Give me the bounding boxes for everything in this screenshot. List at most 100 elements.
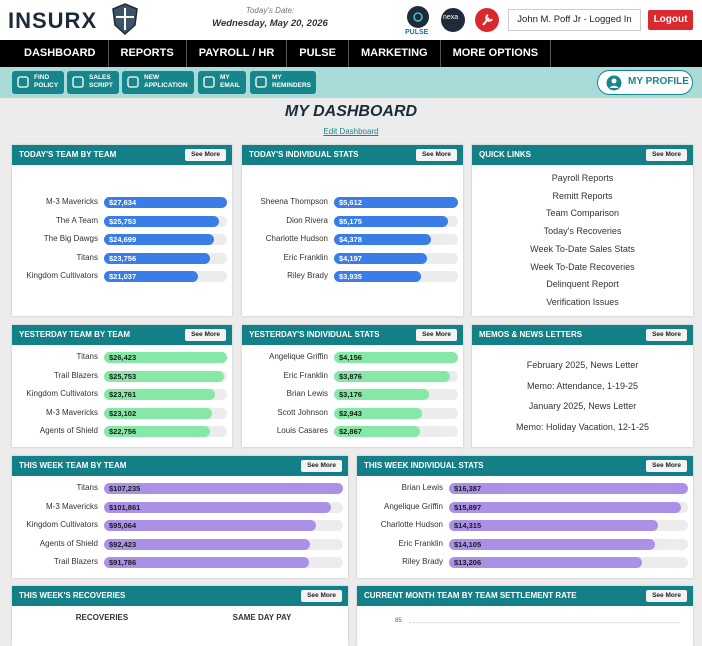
toolbar-label: POLICY [34, 82, 59, 89]
row-name: M-3 Mavericks [45, 501, 98, 511]
quick-link[interactable]: Verification Issues [546, 296, 619, 307]
row-name: Eric Franklin [398, 538, 443, 548]
toolbar-label: MY [220, 74, 230, 81]
bar-track: $92,423 [104, 538, 343, 550]
bar-track: $101,861 [104, 501, 343, 513]
row-name: Charlotte Hudson [380, 520, 443, 529]
bar: $3,935 [334, 271, 421, 282]
nav-item[interactable]: PULSE [287, 40, 349, 67]
nexa-label: nexa [443, 14, 459, 21]
see-more-button[interactable]: See More [646, 149, 687, 161]
nexa-icon[interactable] [440, 7, 466, 33]
toolbar-icon [72, 76, 84, 88]
quick-link[interactable]: Today's Recoveries [543, 226, 622, 237]
row-name: Trail Blazers [53, 370, 98, 380]
row-name: Agents of Shield [39, 426, 98, 435]
toolbar-button[interactable]: MY REMINDERS [250, 71, 316, 94]
edit-dashboard-link[interactable]: Edit Dashboard [323, 127, 379, 136]
panel-header: TODAY'S INDIVIDUAL STATS [242, 145, 463, 165]
nav-item[interactable]: REPORTS [109, 40, 187, 67]
nav-item[interactable]: MARKETING [349, 40, 441, 67]
bar-track: $2,943 [334, 407, 458, 419]
y-tick-label: 85 [395, 618, 402, 624]
panel: THIS WEEK INDIVIDUAL STATS See More Brian … [357, 456, 693, 578]
memo-link[interactable]: Memo: Attendance, 1-19-25 [526, 380, 639, 391]
quick-link[interactable]: Week To-Date Sales Stats [530, 243, 635, 254]
bar-track: $91,786 [104, 557, 343, 568]
row-name: Sheena Thompson [260, 197, 328, 206]
header: INSURX Today's Date: Wednesday, May 20, … [0, 0, 702, 40]
row-name: Riley Brady [287, 271, 328, 280]
panel-header: THIS WEEK INDIVIDUAL STATS [357, 456, 693, 476]
memo-link[interactable]: Memo: Holiday Vacation, 12-1-25 [516, 421, 649, 432]
toolbar-label: SCRIPT [89, 82, 113, 89]
logo-shield [112, 3, 138, 35]
bar-label: $23,761 [109, 390, 137, 399]
row-name: Charlotte Hudson [265, 234, 328, 243]
logout-button[interactable]: Logout [648, 10, 693, 30]
bar-label: $3,935 [339, 272, 362, 281]
see-more-button[interactable]: See More [416, 329, 457, 341]
row-name: Scott Johnson [277, 407, 328, 417]
bar-label: $25,753 [109, 216, 137, 226]
bar-track: $2,867 [334, 426, 458, 437]
panel: YESTERDAY TEAM BY TEAM See More Titans $26,… [12, 325, 232, 447]
panel: QUICK LINKS See More Payroll Reports Remitt… [472, 145, 693, 316]
bar-label: $21,037 [109, 272, 137, 281]
row-name: Dion Rivera [286, 215, 328, 225]
memo-link[interactable]: February 2025, News Letter [526, 360, 639, 370]
toolbar-label: MY [272, 74, 282, 81]
nav-item[interactable]: MORE OPTIONS [441, 40, 552, 67]
bar-label: $24,699 [109, 235, 137, 244]
see-more-button[interactable]: See More [646, 590, 687, 602]
row-name: Brian Lewis [286, 389, 328, 398]
row-name: Brian Lewis [401, 483, 443, 492]
see-more-button[interactable]: See More [646, 460, 687, 472]
see-more-button[interactable]: See More [301, 590, 342, 602]
bar-label: $4,197 [339, 253, 362, 263]
see-more-button[interactable]: See More [301, 460, 342, 472]
toolbar-button[interactable]: MY EMAIL [198, 71, 246, 94]
row-name: Agents of Shield [39, 538, 98, 548]
see-more-button[interactable]: See More [646, 329, 687, 341]
see-more-button[interactable]: See More [185, 149, 226, 161]
toolbar-label: REMINDERS [272, 82, 312, 89]
logo[interactable]: INSURX [8, 8, 98, 33]
bar: $23,761 [104, 389, 215, 400]
toolbar-button[interactable]: FIND POLICY [12, 71, 64, 94]
bar: $25,753 [104, 215, 219, 227]
bar-label: $5,612 [339, 198, 362, 207]
quick-link[interactable]: Week To-Date Recoveries [530, 261, 635, 272]
bar-track: $25,753 [104, 370, 227, 382]
row-name: The A Team [55, 215, 98, 225]
pulse-icon[interactable] [405, 5, 433, 31]
bar: $23,756 [104, 252, 210, 264]
row-name: Titans [76, 352, 99, 361]
bar-track: $14,315 [449, 520, 688, 531]
bar-label: $91,786 [109, 558, 137, 567]
memo-link[interactable]: January 2025, News Letter [528, 401, 637, 411]
bar: $92,423 [104, 538, 310, 550]
panel: CURRENT MONTH TEAM BY TEAM SETTLEMENT RA… [357, 586, 693, 646]
toolbar-button[interactable]: SALES SCRIPT [67, 71, 119, 94]
quick-link[interactable]: Delinquent Report [546, 279, 619, 290]
bar-track: $16,387 [449, 483, 688, 494]
tools-icon[interactable] [474, 7, 500, 33]
bar: $107,235 [104, 483, 343, 494]
page-title: MY DASHBOARD [284, 103, 418, 120]
see-more-button[interactable]: See More [416, 149, 457, 161]
quick-link[interactable]: Remitt Reports [552, 190, 613, 201]
toolbar-button[interactable]: NEW APPLICATION [122, 71, 194, 94]
panel-header: CURRENT MONTH TEAM BY TEAM SETTLEMENT RA… [357, 586, 693, 606]
quick-link[interactable]: Payroll Reports [551, 173, 614, 183]
bar-track: $26,423 [104, 352, 227, 363]
quick-link[interactable]: Team Comparison [545, 208, 620, 219]
nav-item[interactable]: PAYROLL / HR [187, 40, 288, 67]
bar-label: $26,423 [109, 353, 137, 362]
toolbar-icon [17, 76, 29, 88]
see-more-button[interactable]: See More [185, 329, 226, 341]
bar: $26,423 [104, 352, 227, 363]
nav-item[interactable]: DASHBOARD [12, 40, 109, 67]
bar-track: $4,378 [334, 234, 458, 245]
bar: $4,197 [334, 252, 427, 264]
